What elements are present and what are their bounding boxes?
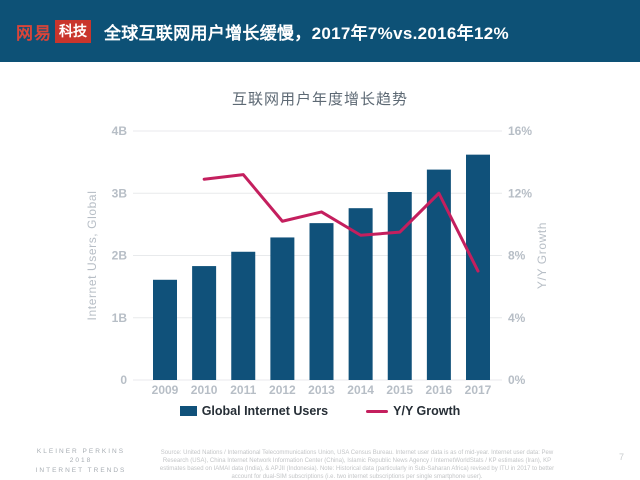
x-tick-label: 2012	[269, 383, 296, 397]
bar-2015	[387, 192, 412, 380]
bar-2010	[192, 266, 217, 380]
legend-item-users: Global Internet Users	[179, 404, 329, 418]
left-tick-label: 0	[120, 373, 127, 387]
x-tick-label: 2011	[230, 383, 256, 397]
right-axis-title: Y/Y Growth	[535, 222, 549, 289]
legend-item-growth: Y/Y Growth	[366, 404, 460, 418]
left-tick-label: 3B	[112, 186, 128, 200]
x-tick-label: 2010	[191, 383, 218, 397]
left-axis-title: Internet Users, Global	[85, 191, 99, 321]
bar-2009	[153, 279, 177, 380]
kleiner-perkins-brand: KLEINER PERKINS 2018 INTERNET TRENDS	[8, 447, 154, 475]
yy-growth-line	[202, 173, 480, 273]
slide-headline: 全球互联网用户增长缓慢，2017年7%vs.2016年12%	[104, 23, 509, 43]
legend-line-swatch	[366, 409, 389, 413]
logo-suffix-badge: 科技	[55, 19, 91, 43]
legend-label-users: Global Internet Users	[201, 404, 329, 418]
bars-global-internet-users	[153, 154, 490, 380]
legend-label-growth: Y/Y Growth	[393, 404, 461, 418]
brand-line-3: INTERNET TRENDS	[35, 466, 127, 474]
bar-2014	[348, 208, 373, 380]
growth-chart: 0 0% 1B 4% 2B 8% 3B 12% 4B 16% 2009 2010 2011 2012 201…	[85, 124, 549, 397]
netease-tech-logo: 网易 科技	[16, 19, 91, 44]
right-tick-label: 12%	[508, 186, 532, 200]
bar-2012	[270, 237, 295, 380]
chart-title: 互联网用户年度增长趋势	[231, 91, 408, 108]
x-tick-label: 2013	[308, 383, 335, 397]
legend-bar-swatch	[179, 406, 197, 416]
bar-2016	[426, 169, 451, 380]
left-tick-label: 2B	[112, 249, 128, 263]
right-tick-label: 16%	[508, 124, 532, 138]
x-tick-label: 2009	[152, 383, 179, 397]
right-tick-label: 4%	[508, 311, 526, 325]
header: 网易 科技 全球互联网用户增长缓慢，2017年7%vs.2016年12%	[0, 0, 640, 62]
source-note: Source: United Nations / International T…	[159, 450, 555, 480]
x-tick-label: 2016	[426, 383, 453, 397]
left-tick-label: 1B	[112, 311, 128, 325]
x-tick-label: 2014	[347, 383, 374, 397]
right-tick-label: 0%	[508, 373, 526, 387]
page-number: 7	[618, 452, 624, 462]
right-tick-label: 8%	[508, 249, 526, 263]
brand-line-1: KLEINER PERKINS	[36, 448, 126, 455]
brand-line-2: 2018	[69, 457, 93, 465]
bar-2017	[466, 154, 490, 380]
chart-legend: Global Internet Users Y/Y Growth	[0, 404, 640, 418]
logo-brand-text: 网易	[16, 23, 52, 43]
left-tick-label: 4B	[112, 124, 128, 138]
bar-2013	[309, 223, 334, 380]
x-tick-label: 2015	[386, 383, 413, 397]
bar-2011	[231, 251, 256, 380]
x-tick-label: 2017	[465, 383, 492, 397]
